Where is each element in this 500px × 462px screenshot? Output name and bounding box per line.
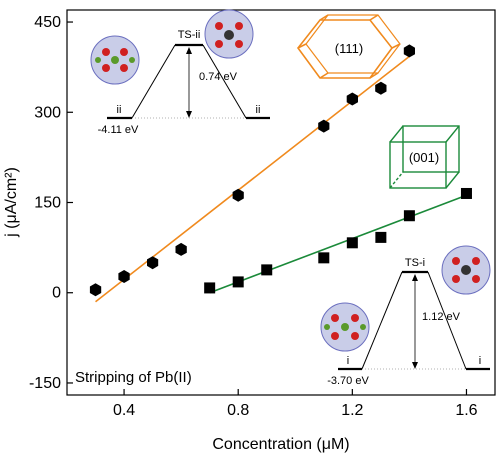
facet-111-label: (111): [335, 41, 363, 56]
square-point: [346, 237, 358, 249]
facet-111-icon: [296, 14, 401, 79]
ts-i-final-state-label: i: [479, 355, 481, 367]
y-tick-label: 450: [34, 14, 61, 31]
hexagon-point: [403, 44, 415, 58]
facet-001-label: (001): [409, 150, 439, 165]
y-tick-label: 0: [52, 285, 61, 302]
stripping-label: Stripping of Pb(II): [75, 369, 192, 386]
ts-i-diagram: TS-i i i -3.70 eV 1.12 eV: [320, 245, 491, 387]
ts-i-initial-state-label: i: [347, 355, 349, 367]
hexagon-point: [318, 119, 330, 133]
square-point: [375, 231, 387, 243]
hexagon-point: [346, 92, 358, 106]
ts-ii-energy-label: -4.11 eV: [98, 124, 139, 136]
axis-ticks: 0.4 0.8 1.2 1.6 -150 0 150 300 450: [29, 14, 478, 419]
square-point: [204, 282, 216, 294]
hexagon-point: [147, 256, 159, 270]
ts-i-energy-label: -3.70 eV: [327, 375, 369, 387]
ts-ii-barrier-label: 0.74 eV: [199, 71, 238, 83]
fit-line-2: [209, 194, 467, 294]
ts-i-label: TS-i: [405, 257, 425, 269]
ts-ii-label: TS-ii: [178, 29, 201, 41]
ts-ii-final-state-label: ii: [256, 104, 261, 116]
y-tick-label: -150: [29, 375, 61, 392]
facet-001-icon: [389, 125, 460, 189]
square-point: [460, 187, 472, 199]
x-tick-label: 0.8: [227, 402, 249, 419]
square-point: [261, 264, 273, 276]
y-tick-label: 150: [34, 195, 61, 212]
x-tick-label: 0.4: [113, 402, 135, 419]
fit-line-1: [95, 55, 410, 303]
ts-ii-initial-state-label: ii: [117, 104, 122, 116]
hexagon-point: [175, 242, 187, 256]
x-tick-label: 1.6: [455, 402, 477, 419]
square-point: [232, 276, 244, 288]
ts-i-barrier-label: 1.12 eV: [422, 311, 461, 323]
hexagon-point: [89, 283, 102, 297]
square-point: [403, 210, 415, 222]
square-point: [318, 252, 330, 264]
y-tick-label: 300: [34, 104, 61, 121]
x-axis-title: Concentration (μM): [212, 436, 349, 453]
hexagon-point: [375, 81, 387, 95]
ts-ii-diagram: TS-ii ii ii -4.11 eV 0.74 eV: [90, 9, 270, 136]
y-axis-title: j (μA/cm²): [3, 167, 20, 238]
data-points: [89, 44, 472, 297]
hexagon-point: [232, 188, 244, 202]
x-tick-label: 1.2: [341, 402, 363, 419]
hexagon-point: [118, 270, 130, 283]
